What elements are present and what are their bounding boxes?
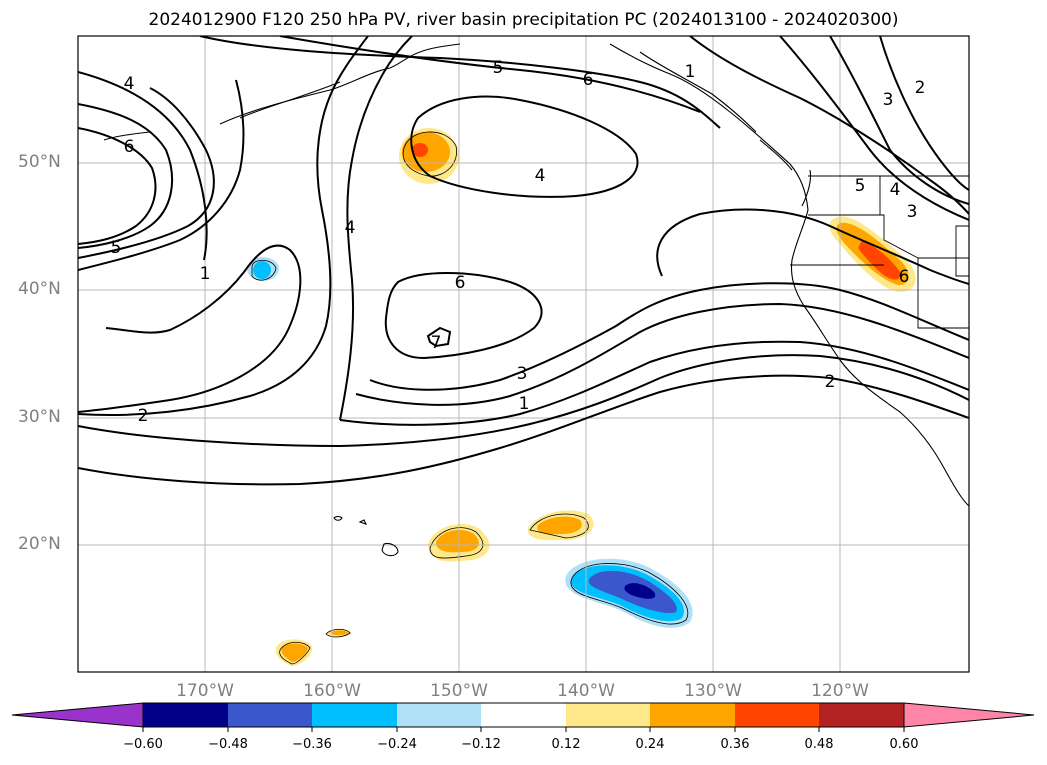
colorbar-tick-label: 0.60 (889, 737, 919, 752)
pv-contour-nw-1 (689, 36, 969, 215)
pv-label: 1 (685, 62, 696, 82)
pv-contour-low-west (78, 79, 245, 271)
pv-contour-7-cutoff (426, 326, 452, 348)
precip-blob-negative-west (247, 257, 279, 281)
pv-label: 6 (124, 137, 135, 157)
pv-label: 5 (111, 238, 122, 258)
coastlines (103, 43, 969, 557)
pv-label: 5 (855, 176, 866, 196)
colorbar-bin (312, 703, 397, 727)
colorbar (11, 702, 1035, 732)
lon-label-130w: 130°W (684, 681, 742, 701)
colorbar-bin (143, 703, 228, 727)
pv-label: 2 (915, 78, 926, 98)
pv-contour-1-west (78, 244, 302, 413)
pv-contours (78, 36, 969, 486)
pv-label: 6 (583, 70, 594, 90)
pv-label: 2 (825, 372, 836, 392)
lat-label-30n: 30°N (18, 407, 61, 427)
pv-contour-subtropic-b (78, 374, 969, 486)
political-borders (790, 175, 969, 329)
colorbar-bin (397, 703, 481, 727)
pv-contour-subtropic-a (78, 354, 969, 448)
lon-label-120w: 120°W (811, 681, 869, 701)
pv-label: 3 (517, 364, 528, 384)
pv-label: 6 (899, 267, 910, 287)
pv-contour-6-cutoff (384, 272, 543, 360)
pv-label: 1 (519, 394, 530, 414)
colorbar-bin (819, 703, 904, 727)
pv-contour-2-west (78, 36, 369, 416)
pv-label: 1 (200, 264, 211, 284)
lon-label-160w: 160°W (303, 681, 361, 701)
pv-contour-6-west (78, 103, 173, 249)
colorbar-bin (650, 703, 735, 727)
colorbar-tick-label: −0.24 (377, 737, 417, 752)
colorbar-tick-label: −0.48 (208, 737, 248, 752)
lon-label-140w: 140°W (557, 681, 615, 701)
precip-outline-thin (251, 131, 689, 665)
lat-label-50n: 50°N (18, 152, 61, 172)
colorbar-ticks (142, 727, 905, 732)
colorbar-frame (142, 702, 905, 728)
colorbar-tick-label: 0.12 (551, 737, 581, 752)
lon-label-150w: 150°W (430, 681, 488, 701)
colorbar-bin (481, 703, 566, 727)
gridlines (78, 36, 969, 672)
pv-contour-6-gulf (410, 95, 639, 198)
pv-label: 6 (455, 273, 466, 293)
colorbar-bin (735, 703, 819, 727)
pv-label: 4 (345, 218, 356, 238)
pv-label: 2 (138, 406, 149, 426)
pv-label: 4 (124, 74, 135, 94)
pv-contour-nw-2 (779, 36, 969, 221)
colorbar-tick-label: 0.48 (804, 737, 834, 752)
map-title: 2024012900 F120 250 hPa PV, river basin … (148, 10, 899, 30)
colorbar-tick-label: −0.36 (292, 737, 332, 752)
pv-contour-2-band (355, 302, 969, 406)
precip-blob-gulf-alaska (399, 128, 459, 184)
colorbar-bin (228, 703, 312, 727)
pv-contour-4-west (78, 87, 215, 259)
pv-label: 4 (890, 180, 901, 200)
pv-label: 3 (907, 202, 918, 222)
precip-shading (247, 128, 916, 666)
precip-blob-negative-main (565, 558, 693, 628)
map-frame (77, 35, 970, 673)
colorbar-tick-label: −0.60 (123, 737, 163, 752)
pv-contour-california-ridge (656, 208, 969, 285)
pv-contour-labels: 4 6 5 6 1 2 3 5 4 4 6 7 3 1 1 2 5 4 6 3 … (111, 58, 926, 426)
colorbar-tick-label: 0.24 (635, 737, 665, 752)
pv-label: 3 (883, 90, 894, 110)
pv-label: 5 (493, 58, 504, 78)
colorbar-extend-min (11, 702, 144, 728)
pv-label: 7 (431, 333, 442, 353)
colorbar-extend-max (903, 702, 1035, 728)
pv-contour-ridge-west (78, 71, 208, 261)
pv-contour-5-west (78, 127, 157, 245)
colorbar-tick-label: −0.12 (461, 737, 501, 752)
colorbar-tick-label: 0.36 (720, 737, 750, 752)
lat-label-20n: 20°N (18, 534, 61, 554)
lon-label-170w: 170°W (176, 681, 234, 701)
pv-contour-nw-3 (829, 36, 969, 205)
precip-blob-subtropics (527, 510, 594, 541)
pv-contour-nw-4 (879, 36, 969, 191)
pv-label: 4 (535, 166, 546, 186)
colorbar-bin (566, 703, 650, 727)
lat-label-40n: 40°N (18, 279, 61, 299)
pv-contour-6-north (199, 36, 721, 129)
pv-contour-3-cutoff (369, 282, 969, 391)
precip-blob-small-west (275, 628, 352, 666)
pv-contour-trough-4 (339, 36, 413, 421)
pv-contour-1-band (339, 340, 969, 426)
pv-contour-5-north (279, 36, 701, 113)
